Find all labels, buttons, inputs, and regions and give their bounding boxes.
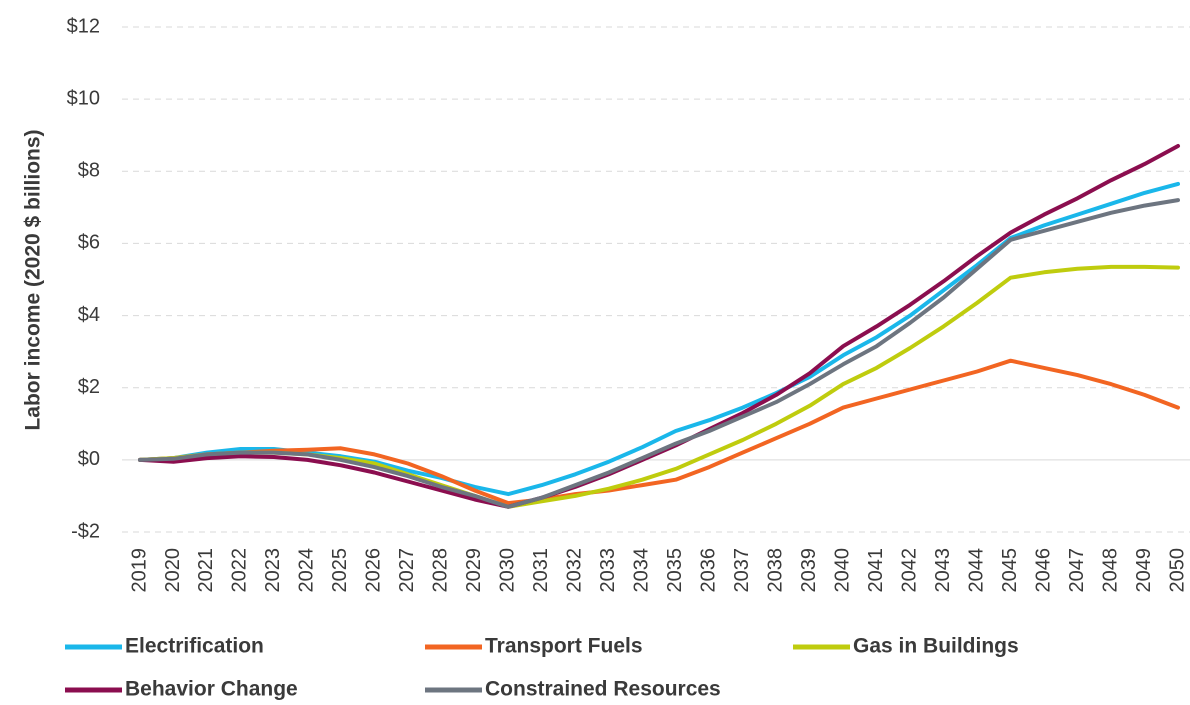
- x-tick-label: 2022: [229, 548, 251, 593]
- x-tick-label: 2034: [631, 548, 653, 593]
- legend-label: Gas in Buildings: [853, 635, 1019, 658]
- x-tick-label: 2041: [865, 548, 887, 593]
- y-tick-label: $10: [67, 87, 100, 109]
- x-tick-label: 2045: [999, 548, 1021, 593]
- y-tick-label: $8: [78, 160, 100, 182]
- x-tick-label: 2031: [530, 548, 552, 593]
- legend-label: Constrained Resources: [485, 678, 721, 701]
- x-tick-label: 2026: [363, 548, 385, 593]
- x-tick-label: 2020: [162, 548, 184, 593]
- legend-label: Electrification: [125, 635, 264, 658]
- x-tick-label: 2027: [396, 548, 418, 593]
- legend-label: Behavior Change: [125, 678, 298, 701]
- x-tick-label: 2025: [329, 548, 351, 593]
- x-tick-label: 2049: [1133, 548, 1155, 593]
- series-line: [138, 198, 1180, 509]
- x-tick-label: 2021: [195, 548, 217, 593]
- x-tick-label: 2038: [764, 548, 786, 593]
- x-tick-label: 2036: [698, 548, 720, 593]
- x-tick-label: 2032: [564, 548, 586, 593]
- x-tick-label: 2040: [831, 548, 853, 593]
- x-tick-label: 2030: [497, 548, 519, 593]
- series-line: [138, 358, 1180, 506]
- x-tick-label: 2043: [932, 548, 954, 593]
- y-tick-label: $6: [78, 232, 100, 254]
- x-tick-label: 2028: [430, 548, 452, 593]
- series-line: [138, 264, 1180, 509]
- x-tick-label: 2035: [664, 548, 686, 593]
- y-tick-label: -$2: [71, 520, 100, 542]
- x-tick-label: 2042: [898, 548, 920, 593]
- x-tick-label: 2047: [1066, 548, 1088, 593]
- legend-label: Transport Fuels: [485, 635, 643, 658]
- x-tick-label: 2046: [1032, 548, 1054, 593]
- series-line: [138, 181, 1180, 497]
- x-tick-label: 2048: [1099, 548, 1121, 593]
- x-tick-label: 2019: [128, 548, 150, 593]
- x-tick-label: 2039: [798, 548, 820, 593]
- x-tick-label: 2029: [463, 548, 485, 593]
- x-tick-label: 2044: [965, 548, 987, 593]
- x-tick-label: 2024: [296, 548, 318, 593]
- x-tick-label: 2050: [1166, 548, 1188, 593]
- y-tick-label: $0: [78, 448, 100, 470]
- y-axis-title: Labor income (2020 $ billions): [22, 129, 45, 430]
- x-tick-label: 2037: [731, 548, 753, 593]
- y-tick-label: $4: [78, 304, 100, 326]
- y-tick-label: $12: [67, 15, 100, 37]
- x-tick-label: 2033: [597, 548, 619, 593]
- x-tick-label: 2023: [262, 548, 284, 593]
- y-tick-label: $2: [78, 376, 100, 398]
